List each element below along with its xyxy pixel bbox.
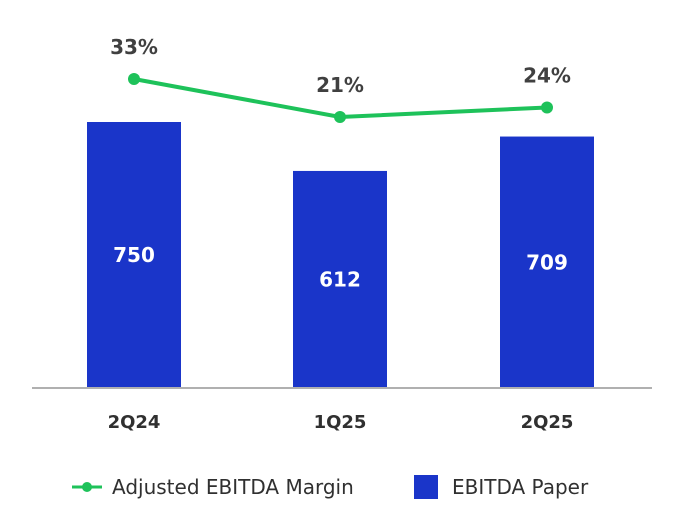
line-series-group: 33% 21% 24% [110, 35, 571, 123]
bar-value-label: 750 [113, 243, 155, 267]
margin-value-label: 21% [316, 73, 364, 97]
x-tick-labels: 2Q24 1Q25 2Q25 [108, 412, 574, 433]
margin-point [541, 101, 553, 114]
legend: Adjusted EBITDA Margin EBITDA Paper [72, 475, 589, 499]
margin-value-label: 24% [523, 64, 571, 88]
x-tick-label: 2Q25 [521, 412, 574, 433]
bar-1q25 [293, 170, 387, 388]
bar-value-label: 612 [319, 267, 361, 291]
x-tick-label: 2Q24 [108, 412, 161, 433]
margin-value-label: 33% [110, 35, 158, 59]
x-tick-label: 1Q25 [314, 412, 367, 433]
bars-group: 750 612 709 [87, 122, 594, 388]
bar-2q24 [87, 122, 181, 388]
bar-2q25 [500, 136, 594, 388]
legend-label-margin: Adjusted EBITDA Margin [112, 475, 354, 499]
legend-line-marker [82, 482, 92, 492]
margin-point [128, 73, 140, 85]
legend-bar-swatch [414, 475, 438, 499]
margin-point [334, 111, 346, 123]
legend-label-paper: EBITDA Paper [452, 475, 589, 499]
bar-value-label: 709 [526, 250, 568, 274]
